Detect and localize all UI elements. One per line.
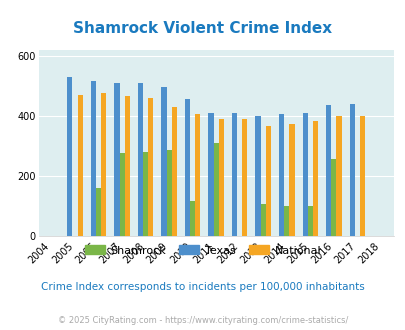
Bar bbox=[148, 98, 153, 236]
Bar bbox=[213, 143, 218, 236]
Bar bbox=[114, 82, 119, 236]
Bar bbox=[284, 206, 289, 236]
Text: Shamrock Violent Crime Index: Shamrock Violent Crime Index bbox=[73, 21, 332, 36]
Bar bbox=[184, 99, 190, 236]
Bar bbox=[124, 96, 130, 236]
Bar bbox=[325, 105, 330, 236]
Bar bbox=[336, 115, 341, 236]
Bar bbox=[96, 188, 101, 236]
Bar bbox=[166, 150, 171, 236]
Bar bbox=[289, 124, 294, 236]
Bar bbox=[359, 116, 364, 236]
Text: © 2025 CityRating.com - https://www.cityrating.com/crime-statistics/: © 2025 CityRating.com - https://www.city… bbox=[58, 316, 347, 325]
Bar bbox=[67, 77, 72, 236]
Bar bbox=[77, 95, 83, 236]
Bar bbox=[91, 81, 96, 236]
Bar bbox=[101, 93, 106, 236]
Text: Crime Index corresponds to incidents per 100,000 inhabitants: Crime Index corresponds to incidents per… bbox=[41, 282, 364, 292]
Bar bbox=[255, 115, 260, 236]
Legend: Shamrock, Texas, National: Shamrock, Texas, National bbox=[80, 241, 325, 260]
Bar bbox=[119, 153, 124, 236]
Bar bbox=[190, 201, 195, 236]
Bar bbox=[218, 119, 224, 236]
Bar bbox=[208, 113, 213, 236]
Bar bbox=[171, 107, 177, 236]
Bar bbox=[231, 113, 237, 236]
Bar bbox=[302, 113, 307, 236]
Bar bbox=[138, 82, 143, 236]
Bar bbox=[161, 87, 166, 236]
Bar bbox=[330, 159, 336, 236]
Bar bbox=[278, 114, 284, 236]
Bar bbox=[307, 206, 312, 236]
Bar bbox=[195, 114, 200, 236]
Bar bbox=[265, 126, 271, 236]
Bar bbox=[312, 121, 317, 236]
Bar bbox=[143, 152, 148, 236]
Bar bbox=[349, 104, 354, 236]
Bar bbox=[260, 204, 265, 236]
Bar bbox=[242, 119, 247, 236]
